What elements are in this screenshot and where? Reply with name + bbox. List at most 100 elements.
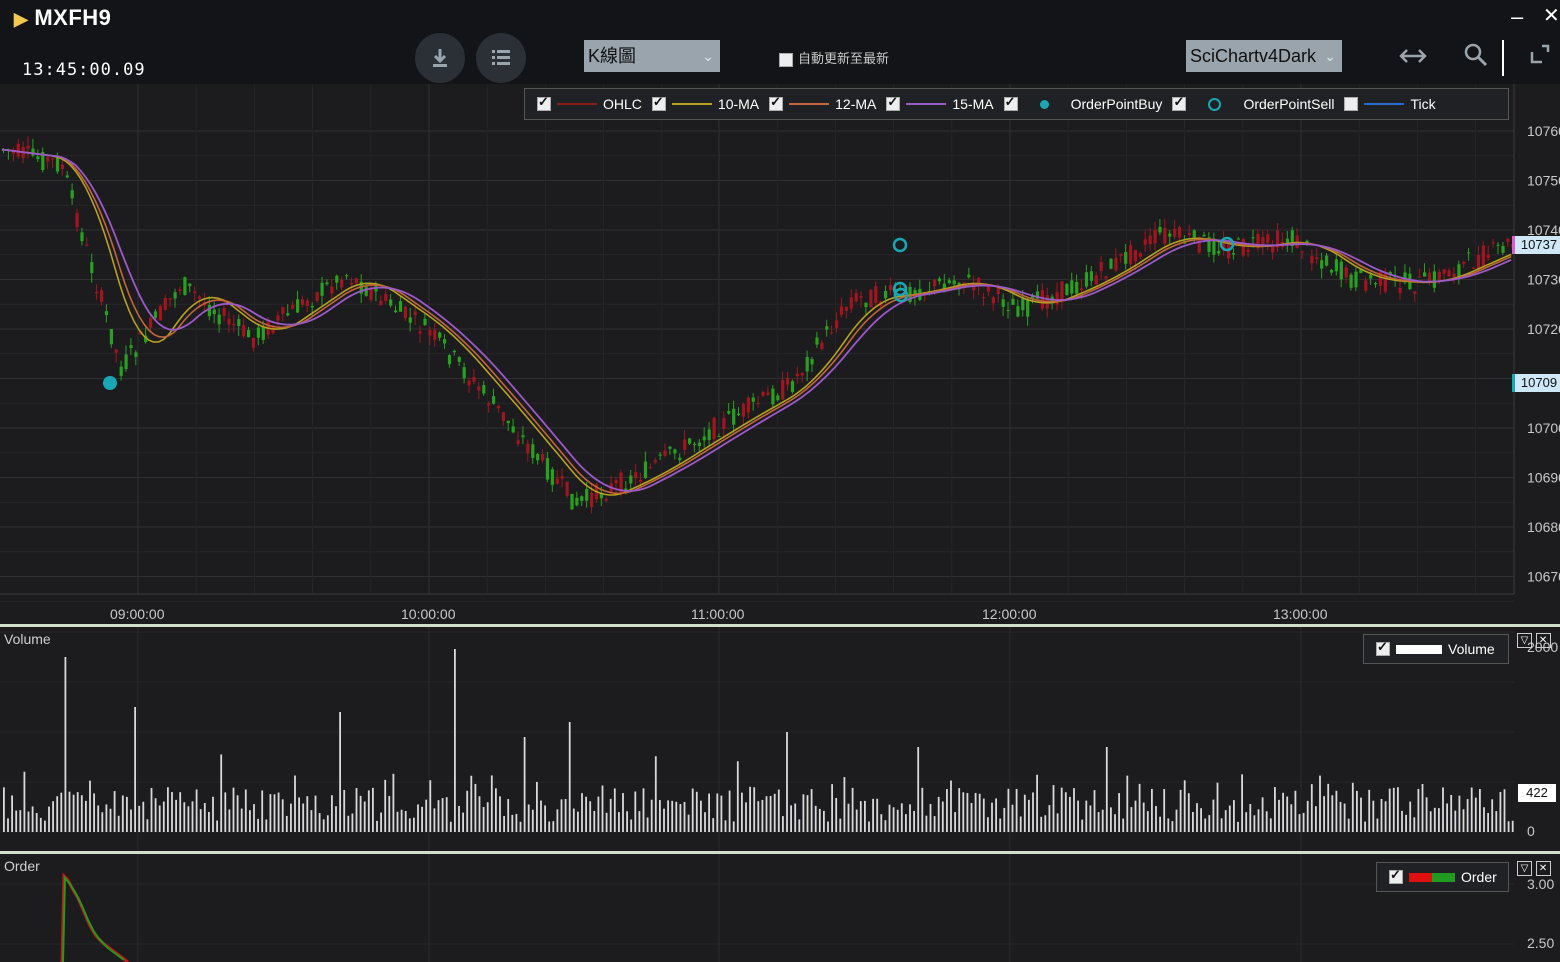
candle-body [1383,273,1387,292]
volume-bar [753,787,756,832]
candle-body [1153,229,1157,244]
volume-bar [363,801,366,832]
auto-update-checkbox[interactable] [779,52,793,67]
legend-checkbox[interactable] [769,94,784,111]
collapse-pane-icon[interactable]: ▽ [1517,861,1532,876]
candle-body [790,381,795,392]
volume-bar [798,819,801,832]
candle-body [16,143,20,157]
minimize-button[interactable]: – [1511,4,1524,29]
candle-body [648,467,652,469]
volume-bar [1052,785,1055,832]
legend-item-12-ma[interactable]: 12-MA [769,94,876,112]
candle-body [222,308,226,317]
order-point-sell [893,287,909,303]
candle-body [531,444,535,458]
candle-body [1315,257,1319,260]
volume-bar [1118,793,1120,832]
volume-bar [1507,821,1510,832]
candle-body [1016,306,1020,317]
candle-body [1359,268,1363,273]
legend-item-15-ma[interactable]: 15-MA [886,94,994,112]
volume-bar [1249,804,1252,832]
volume-bar [872,798,874,832]
horizontal-arrows-icon[interactable] [1398,42,1428,70]
volume-bar [548,821,551,832]
volume-bar [1269,818,1272,832]
volume-bar [585,796,587,832]
volume-bar [216,820,218,832]
candle-body [580,496,584,502]
legend-checkbox[interactable] [651,94,666,111]
candle-body [678,457,682,461]
candle-body [1129,245,1133,265]
candle-body [506,420,510,424]
candle-body [1339,261,1343,280]
volume-bar [671,800,674,832]
legend-item-ohlc[interactable]: OHLC [537,94,642,112]
collapse-pane-icon[interactable]: ▽ [1517,633,1532,648]
close-button[interactable]: ✕ [1543,5,1560,27]
volume-bar [56,796,59,832]
volume-bar [691,788,694,832]
volume-bar [851,787,854,832]
pane-divider[interactable] [0,851,1560,854]
volume-bar [1331,795,1334,832]
chart-type-select[interactable]: K線圖 ⌄ [584,40,720,72]
legend-item-10-ma[interactable]: 10-MA [651,94,759,112]
legend-checkbox[interactable] [886,94,901,111]
volume-bar [433,808,436,832]
volume-bar [728,790,731,832]
candle-body [1202,234,1206,237]
search-icon[interactable] [1463,42,1489,68]
volume-bar [1216,782,1219,832]
candle-body [688,438,692,444]
candle-body [1481,245,1485,267]
list-button[interactable] [476,33,526,83]
volume-bar [818,808,821,832]
volume-bar [421,806,423,832]
volume-bar [1134,800,1137,832]
volume-bar [622,793,624,832]
candle-body [1055,292,1059,305]
order-chart[interactable]: 3.00 2.50 [0,854,1560,962]
volume-bar [790,805,792,832]
legend-item-orderpointsell[interactable]: OrderPointSell [1172,94,1334,112]
legend-checkbox[interactable] [537,94,551,111]
candle-body [815,337,819,345]
close-pane-icon[interactable]: ✕ [1535,861,1551,876]
volume-bar [449,821,452,832]
legend-item-orderpointbuy[interactable]: OrderPointBuy [1003,94,1162,112]
download-button[interactable] [415,33,465,83]
auto-update-toggle[interactable]: 自動更新至最新 [779,48,889,67]
theme-select[interactable]: SciChartv4Dark ⌄ [1186,40,1342,72]
price-chart[interactable]: 1076010750107401073010720107101070010690… [0,84,1560,624]
candle-body [340,279,344,288]
legend-item-tick[interactable]: Tick [1344,96,1436,112]
time-tick-label: 13:00:00 [1273,606,1328,622]
volume-bar [933,816,936,832]
volume-bar [827,821,829,832]
volume-chart[interactable]: 2000 0 [0,627,1560,851]
candle-body [305,300,309,306]
candle-body [188,283,192,287]
candle-body [1423,272,1427,277]
legend-checkbox[interactable] [1172,94,1187,111]
pane-divider[interactable] [0,624,1560,627]
volume-legend-checkbox[interactable] [1376,639,1390,656]
candle-body [1070,280,1074,294]
legend-checkbox[interactable] [1003,94,1018,111]
fit-screen-icon[interactable] [1528,42,1552,66]
volume-bar [474,783,477,832]
volume-bar [572,808,575,832]
volume-bar [1036,774,1038,832]
volume-bar [80,795,83,832]
volume-bar [408,818,411,832]
volume-bar [568,722,571,832]
order-legend-checkbox[interactable] [1389,867,1403,884]
close-pane-icon[interactable]: ✕ [1535,633,1551,648]
legend-checkbox[interactable] [1344,97,1359,111]
volume-bar [540,800,542,832]
volume-bar [806,795,809,832]
volume-bar [1479,789,1481,832]
